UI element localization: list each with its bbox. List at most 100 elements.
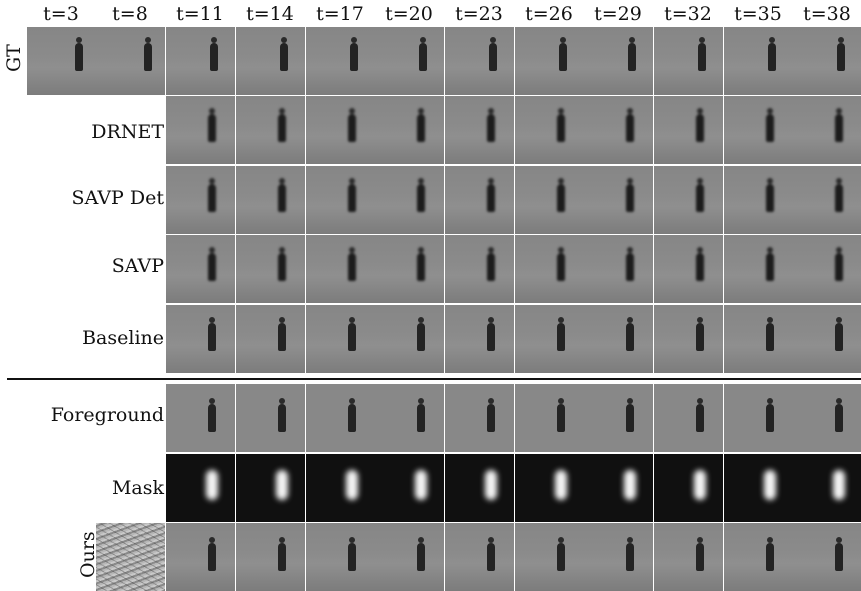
frame-drnet bbox=[375, 96, 444, 164]
frame-drnet bbox=[306, 96, 375, 164]
pedestrian-figure bbox=[835, 537, 843, 571]
pedestrian-figure bbox=[559, 37, 567, 71]
frame-gt bbox=[306, 27, 375, 95]
frame-gt bbox=[166, 27, 235, 95]
frame-baseline bbox=[515, 305, 584, 373]
pedestrian-figure bbox=[626, 247, 634, 281]
frame-mask bbox=[166, 454, 235, 522]
pedestrian-figure bbox=[208, 178, 216, 212]
pedestrian-figure bbox=[487, 247, 495, 281]
row-label-ours: Ours bbox=[77, 531, 99, 578]
frame-baseline bbox=[724, 305, 793, 373]
pedestrian-figure bbox=[348, 317, 356, 351]
frame-foreground bbox=[724, 384, 793, 452]
frame-baseline bbox=[166, 305, 235, 373]
frame-mask bbox=[236, 454, 305, 522]
column-header: t=8 bbox=[112, 3, 148, 25]
pedestrian-figure bbox=[489, 37, 497, 71]
frame-gt bbox=[27, 27, 96, 95]
frame-ours bbox=[166, 523, 235, 591]
pedestrian-figure bbox=[280, 37, 288, 71]
pedestrian-figure bbox=[766, 108, 774, 142]
pedestrian-figure bbox=[348, 178, 356, 212]
pedestrian-figure bbox=[835, 108, 843, 142]
frame-ours bbox=[236, 523, 305, 591]
pedestrian-figure bbox=[417, 108, 425, 142]
frame-gt bbox=[515, 27, 584, 95]
column-header: t=20 bbox=[385, 3, 433, 25]
pedestrian-figure bbox=[557, 178, 565, 212]
frame-drnet bbox=[236, 96, 305, 164]
pedestrian-figure bbox=[208, 317, 216, 351]
frame-drnet bbox=[515, 96, 584, 164]
frame-foreground bbox=[166, 384, 235, 452]
column-header: t=3 bbox=[43, 3, 79, 25]
frame-ours bbox=[793, 523, 861, 591]
pedestrian-figure bbox=[348, 247, 356, 281]
pedestrian-figure bbox=[626, 398, 634, 432]
frame-foreground bbox=[793, 384, 861, 452]
frame-gt bbox=[445, 27, 514, 95]
pedestrian-figure bbox=[208, 398, 216, 432]
pedestrian-figure bbox=[557, 398, 565, 432]
frame-baseline bbox=[306, 305, 375, 373]
pedestrian-figure bbox=[350, 37, 358, 71]
pedestrian-figure bbox=[696, 537, 704, 571]
frame-foreground bbox=[654, 384, 723, 452]
frame-baseline bbox=[654, 305, 723, 373]
pedestrian-figure bbox=[626, 317, 634, 351]
mask-highlight bbox=[764, 470, 776, 500]
frame-mask bbox=[654, 454, 723, 522]
frame-foreground bbox=[375, 384, 444, 452]
pedestrian-figure bbox=[696, 398, 704, 432]
frame-gt bbox=[724, 27, 793, 95]
pedestrian-figure bbox=[278, 178, 286, 212]
frame-savp bbox=[375, 235, 444, 303]
column-header: t=35 bbox=[734, 3, 782, 25]
frame-mask bbox=[584, 454, 653, 522]
pedestrian-figure bbox=[278, 317, 286, 351]
frame-savp bbox=[584, 235, 653, 303]
frame-ours bbox=[375, 523, 444, 591]
pedestrian-figure bbox=[487, 537, 495, 571]
mask-highlight bbox=[485, 470, 497, 500]
frame-drnet bbox=[793, 96, 861, 164]
frame-gt bbox=[654, 27, 723, 95]
frame-savp-det bbox=[654, 166, 723, 234]
pedestrian-figure bbox=[557, 247, 565, 281]
pedestrian-figure bbox=[75, 37, 83, 71]
frame-savp bbox=[306, 235, 375, 303]
frame-ours bbox=[96, 523, 165, 591]
pedestrian-figure bbox=[766, 178, 774, 212]
frame-savp-det bbox=[166, 166, 235, 234]
pedestrian-figure bbox=[278, 247, 286, 281]
pedestrian-figure bbox=[766, 247, 774, 281]
pedestrian-figure bbox=[278, 537, 286, 571]
column-header: t=38 bbox=[803, 3, 851, 25]
pedestrian-figure bbox=[766, 317, 774, 351]
section-divider bbox=[7, 378, 861, 380]
pedestrian-figure bbox=[487, 178, 495, 212]
pedestrian-figure bbox=[626, 537, 634, 571]
frame-gt bbox=[375, 27, 444, 95]
pedestrian-figure bbox=[626, 178, 634, 212]
pedestrian-figure bbox=[696, 317, 704, 351]
frame-savp-det bbox=[584, 166, 653, 234]
row-label-foreground: Foreground bbox=[50, 404, 164, 426]
frame-ours bbox=[654, 523, 723, 591]
pedestrian-figure bbox=[419, 37, 427, 71]
pedestrian-figure bbox=[208, 108, 216, 142]
pedestrian-figure bbox=[835, 178, 843, 212]
row-label-baseline: Baseline bbox=[82, 327, 164, 349]
pedestrian-figure bbox=[628, 37, 636, 71]
frame-drnet bbox=[654, 96, 723, 164]
pedestrian-figure bbox=[348, 398, 356, 432]
pedestrian-figure bbox=[768, 37, 776, 71]
mask-highlight bbox=[415, 470, 427, 500]
row-label-savp: SAVP bbox=[111, 255, 164, 277]
column-header: t=23 bbox=[455, 3, 503, 25]
frame-drnet bbox=[724, 96, 793, 164]
column-header: t=29 bbox=[594, 3, 642, 25]
row-label-mask: Mask bbox=[111, 477, 164, 499]
frame-mask bbox=[445, 454, 514, 522]
